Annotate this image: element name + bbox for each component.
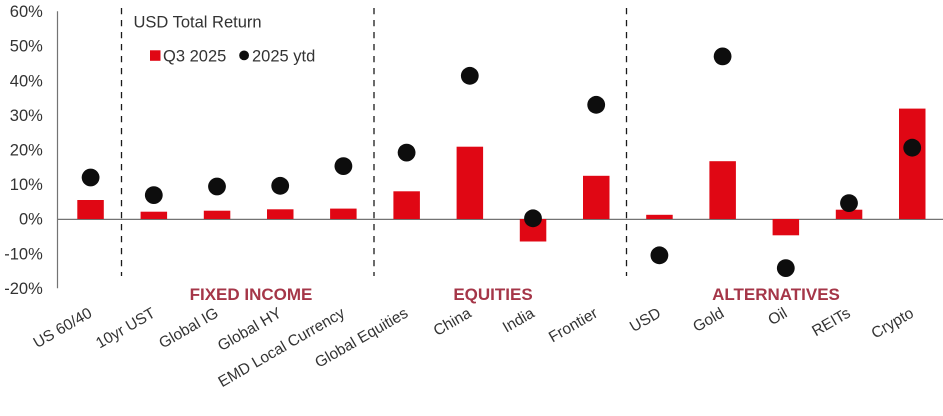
svg-text:-10%: -10% (4, 245, 43, 263)
svg-text:USD Total Return: USD Total Return (134, 13, 262, 31)
svg-text:30%: 30% (10, 107, 43, 125)
svg-text:0%: 0% (19, 211, 43, 229)
svg-text:2025 ytd: 2025 ytd (252, 48, 315, 66)
svg-text:-20%: -20% (4, 280, 43, 298)
svg-text:10%: 10% (10, 176, 43, 194)
svg-text:50%: 50% (10, 38, 43, 56)
svg-text:ALTERNATIVES: ALTERNATIVES (712, 285, 840, 304)
svg-text:60%: 60% (10, 3, 43, 21)
svg-text:Q3 2025: Q3 2025 (163, 48, 226, 66)
svg-text:FIXED INCOME: FIXED INCOME (190, 285, 313, 304)
svg-text:40%: 40% (10, 72, 43, 90)
svg-text:20%: 20% (10, 142, 43, 160)
svg-text:EQUITIES: EQUITIES (453, 285, 532, 304)
